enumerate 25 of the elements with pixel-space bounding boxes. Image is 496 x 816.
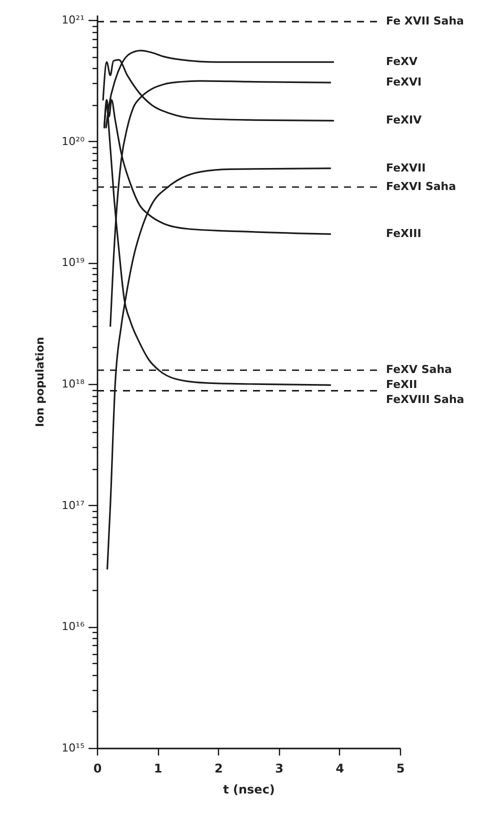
y-tick-label: 10¹⁵ [62,742,84,754]
text: FeXV [386,55,418,68]
text: FeXIV [386,114,422,127]
x-axis-title: t (nsec) [223,782,275,796]
x-tick-label: 5 [396,762,405,776]
x-tick-label: 2 [214,762,223,776]
x-tick-label: 0 [93,762,102,776]
y-tick-label: 10²¹ [62,14,84,27]
y-tick-label: 10¹⁶ [62,620,86,634]
y-tick-label: 10²⁰ [62,134,86,148]
y-tick-label: 10¹⁸ [62,378,86,391]
text: FeXIII [386,227,422,240]
text: FeXVII [386,161,426,174]
ref-line-label: FeXVIII Saha [386,393,464,406]
text: FeXII [386,378,418,392]
ref-line-label: Fe XVII Saha [386,14,464,28]
x-tick-label: 4 [336,762,344,776]
ref-line-label: FeXV Saha [386,363,452,376]
text: FeXVI [386,76,422,89]
y-tick-label: 10¹⁹ [62,256,84,270]
ref-line-label: FeXVI Saha [386,180,456,194]
x-tick-label: 1 [154,762,162,776]
y-axis-title: Ion population [34,336,47,428]
y-tick-label: 10¹⁷ [62,498,84,512]
x-tick-label: 3 [275,762,284,776]
